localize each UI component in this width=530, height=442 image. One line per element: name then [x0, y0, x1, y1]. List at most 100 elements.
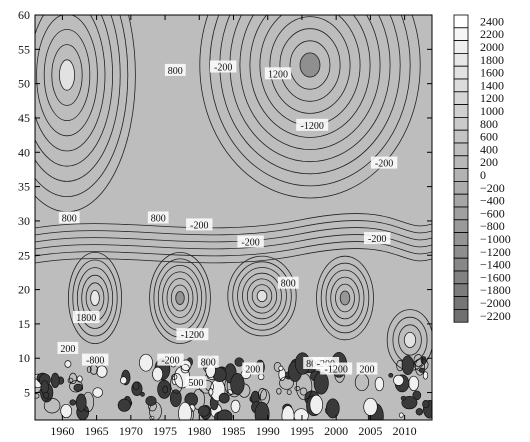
light-region-contour: [43, 29, 91, 121]
contour-label-bg: [237, 235, 264, 248]
noise-contour: [42, 391, 50, 399]
x-tick-label: 2005: [358, 424, 382, 438]
colorbar-label: 200: [480, 155, 498, 169]
colorbar-label: −600: [480, 206, 505, 220]
x-tick-label: 2010: [393, 424, 417, 438]
colorbar-swatch: [453, 296, 469, 310]
dark-region-contour: [279, 28, 341, 102]
light-cell-contour: [251, 284, 273, 308]
contour-label: 200: [60, 344, 75, 355]
contour-label-bg: [164, 63, 186, 76]
colorbar-label: 0: [480, 168, 486, 182]
light-cell-contour: [398, 324, 422, 356]
noise-contour: [413, 354, 424, 367]
colorbar-swatch: [453, 65, 469, 80]
x-tick-label: 1995: [290, 424, 314, 438]
colorbar-label: 1400: [480, 78, 504, 92]
colorbar-swatch: [453, 308, 469, 323]
noise-contour: [43, 398, 61, 414]
noise-contour: [415, 408, 424, 416]
colorbar-label: 1200: [480, 91, 504, 105]
light-cell-contour: [237, 267, 287, 325]
noise-contour: [68, 372, 78, 385]
dark-cell-contour: [149, 251, 211, 344]
light-region-contour: [35, 15, 113, 167]
dark-cell-contour: [175, 291, 185, 305]
noise-contour: [145, 395, 157, 406]
contour-label: 200: [245, 365, 260, 376]
colorbar-swatch: [453, 206, 469, 221]
x-tick-label: 1980: [187, 424, 211, 438]
contour-label: -200: [241, 238, 259, 249]
colorbar-swatch: [453, 283, 469, 297]
colorbar-swatch: [453, 219, 469, 234]
colorbar-swatch: [453, 155, 469, 170]
colorbar-legend: 2400220020001800160014001200100080060040…: [453, 14, 511, 323]
noise-contour: [363, 397, 378, 416]
noise-contour: [230, 399, 241, 413]
colorbar-label: −1800: [480, 283, 511, 297]
noise-contour: [96, 365, 108, 378]
y-axis: 5 10 15 20 25 30 35 40 45 50 55 60: [18, 8, 432, 400]
x-tick-label: 1985: [222, 424, 246, 438]
noise-contour: [257, 388, 267, 401]
contour-label-bg: [176, 328, 209, 341]
colorbar-swatch: [453, 27, 469, 41]
colorbar-label: 1600: [480, 66, 504, 80]
contour-label: -1200: [181, 330, 204, 341]
dark-cell-contour: [170, 284, 190, 312]
x-tick-label: 1960: [50, 424, 74, 438]
band-contour: [35, 248, 432, 264]
light-region-contour: [35, 15, 129, 197]
dark-region-contour: [299, 52, 321, 78]
noise-contour: [64, 360, 72, 368]
noise-contour: [169, 389, 182, 408]
colorbar-label: 400: [480, 142, 498, 156]
colorbar-swatch: [453, 244, 469, 259]
y-tick-label: 10: [18, 351, 30, 365]
noise-contour: [178, 401, 192, 420]
colorbar-label: −1400: [480, 258, 511, 272]
y-tick-label: 5: [24, 386, 30, 400]
colorbar-swatch: [453, 117, 469, 131]
band-contour: [35, 234, 432, 250]
dark-cell-contour: [335, 283, 355, 313]
y-tick-label: 15: [18, 317, 30, 331]
noise-contour: [309, 394, 324, 415]
colorbar-swatch: [453, 232, 469, 246]
noise-contour: [197, 405, 210, 417]
contour-label: -200: [190, 220, 208, 231]
noise-contour: [408, 375, 420, 391]
noise-contour: [230, 373, 245, 395]
light-region-contour: [35, 15, 106, 152]
colorbar-label: −1600: [480, 270, 511, 284]
y-tick-label: 30: [18, 214, 30, 228]
contour-label-bg: [364, 232, 391, 245]
noise-contour: [254, 401, 270, 420]
noise-contour: [75, 393, 87, 412]
colorbar-label: 2000: [480, 40, 504, 54]
contour-label-bg: [210, 60, 237, 73]
contour-label-bg: [264, 67, 292, 80]
contour-label: -200: [368, 234, 386, 245]
light-region-contour: [35, 15, 121, 182]
band-contour: [35, 220, 432, 236]
y-tick-label: 50: [18, 77, 30, 91]
contour-label: -800: [86, 356, 104, 367]
contour-label: 800: [62, 214, 77, 225]
dark-region-contour: [239, 15, 381, 150]
contour-label-bg: [242, 362, 264, 375]
noise-contour: [69, 380, 83, 393]
noise-contour: [400, 395, 407, 401]
noise-contour: [40, 380, 49, 395]
noise-contour: [76, 375, 83, 383]
x-axis: 1960 1965 1970 1975 1980 1985 1990 1995 2000 2005…: [50, 15, 417, 438]
noise-contour: [279, 376, 294, 390]
light-cell-contour: [76, 267, 114, 329]
noise-contour: [216, 409, 233, 420]
dark-region-contour: [289, 40, 331, 90]
y-tick-label: 40: [18, 145, 30, 159]
colorbar-label: −400: [480, 194, 505, 208]
y-tick-label: 20: [18, 283, 30, 297]
